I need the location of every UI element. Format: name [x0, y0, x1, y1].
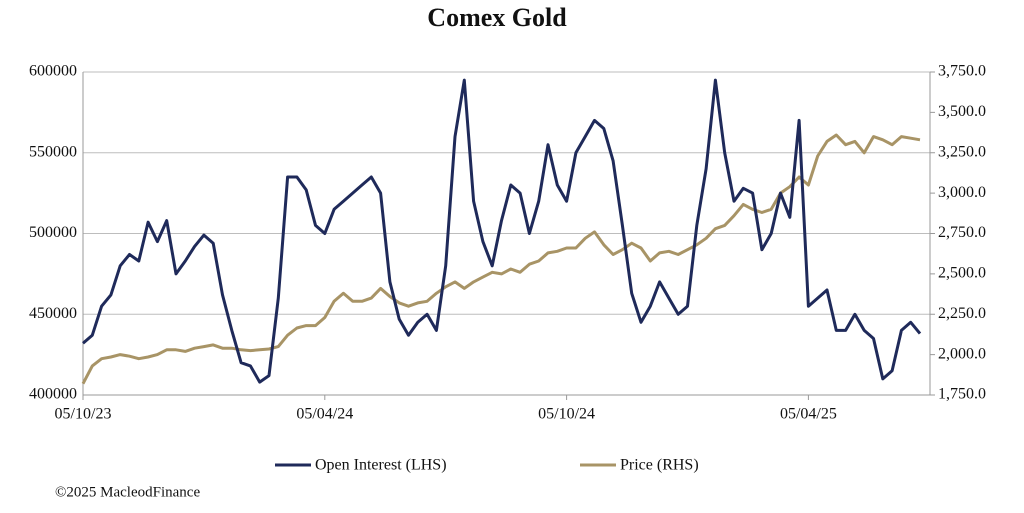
y2-tick-label: 2,250.0: [938, 305, 986, 322]
y2-tick-label: 2,500.0: [938, 265, 986, 282]
y2-tick-label: 3,250.0: [938, 143, 986, 160]
legend-label: Open Interest (LHS): [315, 457, 447, 474]
x-tick-label: 05/04/25: [780, 406, 837, 423]
x-tick-label: 05/04/24: [296, 406, 353, 423]
y2-tick-label: 3,000.0: [938, 184, 986, 201]
y-tick-label: 500000: [29, 224, 77, 241]
data-line: [82, 78, 922, 384]
y2-tick-label: 2,750.0: [938, 224, 986, 241]
source-note: ©2025 MacleodFinance: [55, 484, 200, 500]
y2-tick-label: 1,750.0: [938, 386, 986, 403]
chart-title: Comex Gold: [427, 3, 567, 32]
y-tick-label: 400000: [29, 386, 77, 403]
y-tick-label: 600000: [29, 63, 77, 80]
y-tick-label: 550000: [29, 143, 77, 160]
legend-label: Price (RHS): [620, 457, 699, 474]
x-tick-label: 05/10/24: [538, 406, 595, 423]
y2-tick-label: 2,000.0: [938, 345, 986, 362]
x-tick-label: 05/10/23: [55, 406, 112, 423]
y-tick-label: 450000: [29, 305, 77, 322]
y2-tick-label: 3,500.0: [938, 103, 986, 120]
y2-tick-label: 3,750.0: [938, 63, 986, 80]
